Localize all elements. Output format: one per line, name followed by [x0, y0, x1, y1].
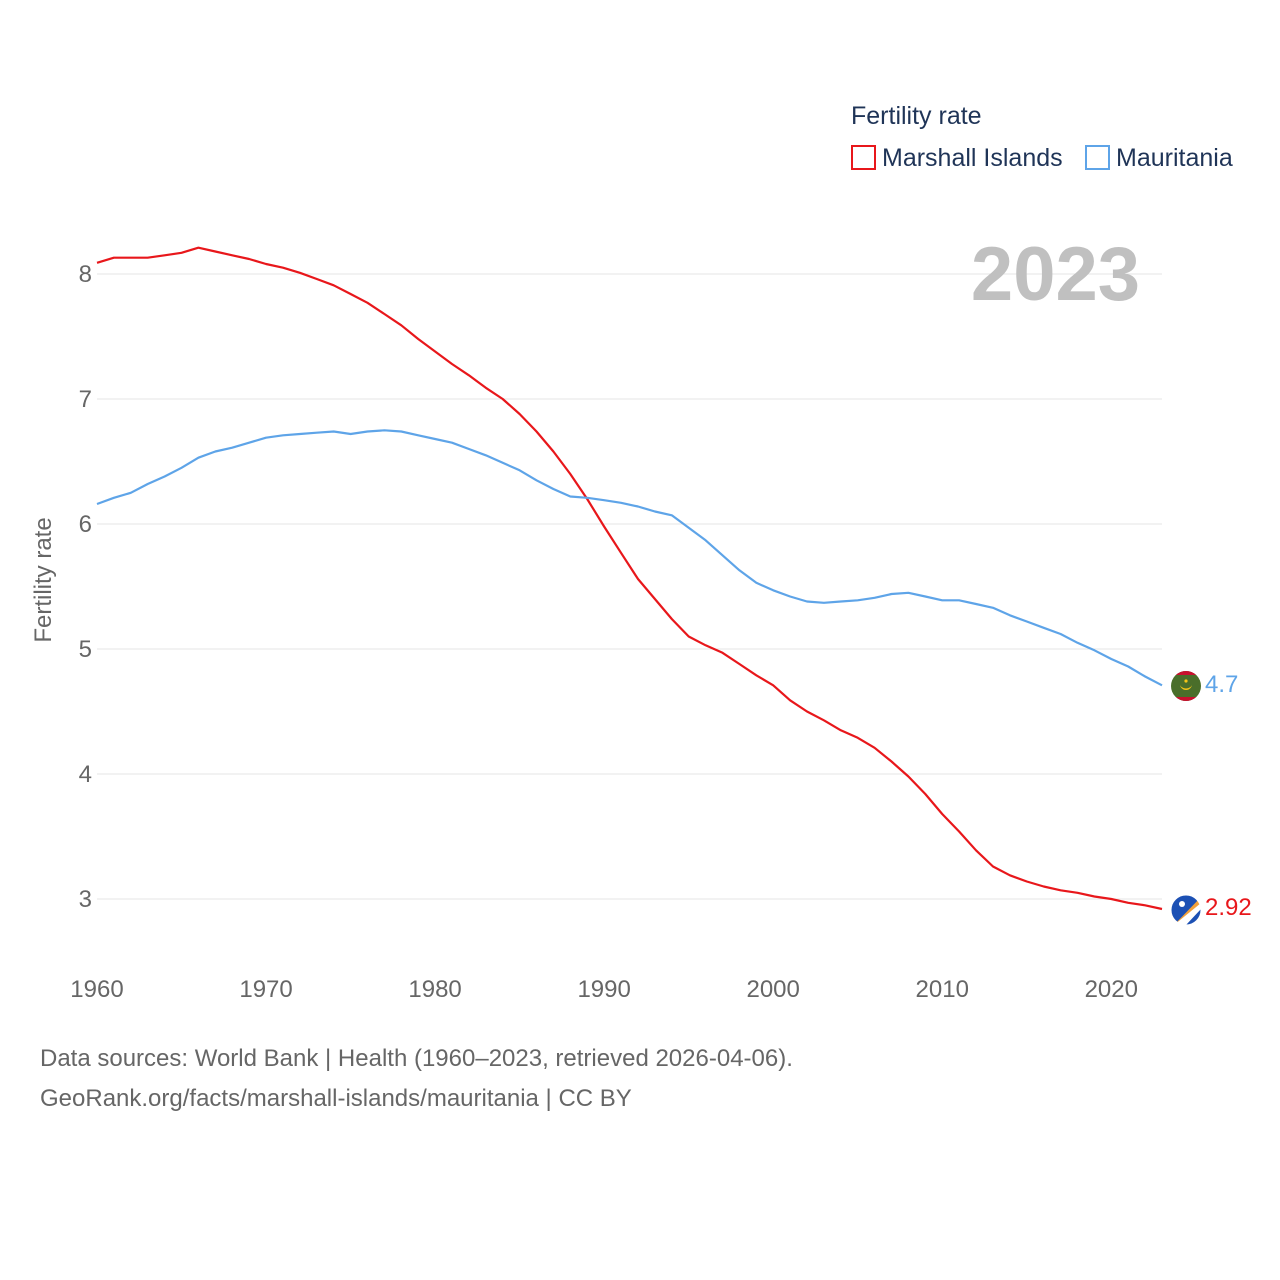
series-line-mauritania[interactable]: [96, 429, 1163, 687]
legend-item-marshall-islands[interactable]: Marshall Islands: [851, 144, 1063, 172]
x-tick-label: 1970: [239, 976, 292, 1003]
x-tick-label: 1960: [70, 976, 123, 1003]
y-axis-ticks: 3 4 5 6 7 8: [79, 261, 92, 913]
y-tick-label: 3: [79, 886, 92, 913]
footer-sources: Data sources: World Bank | Health (1960–…: [40, 1045, 793, 1072]
year-label: 2023: [971, 232, 1140, 317]
y-tick-label: 4: [79, 761, 92, 788]
gridlines: [97, 273, 1162, 900]
legend-label-marshall-islands: Marshall Islands: [882, 144, 1063, 172]
x-tick-label: 1990: [577, 976, 630, 1003]
y-tick-label: 7: [79, 386, 92, 413]
series-lines: [96, 246, 1163, 911]
marshall-islands-flag-icon: [1170, 894, 1202, 926]
x-axis-ticks: 1960 1970 1980 1990 2000 2010 2020: [70, 976, 1138, 1003]
series-line-marshall-islands[interactable]: [96, 246, 1163, 911]
x-tick-label: 2010: [916, 976, 969, 1003]
x-tick-label: 1980: [408, 976, 461, 1003]
y-axis-title: Fertility rate: [30, 517, 57, 642]
x-tick-label: 2000: [746, 976, 799, 1003]
y-tick-label: 6: [79, 511, 92, 538]
legend-label-mauritania: Mauritania: [1116, 144, 1233, 172]
x-tick-label: 2020: [1085, 976, 1138, 1003]
y-tick-label: 5: [79, 636, 92, 663]
end-value-label-mauritania: 4.7: [1205, 671, 1238, 698]
legend-title: Fertility rate: [851, 102, 982, 130]
fertility-rate-chart: Fertility rate Marshall Islands Mauritan…: [30, 102, 1252, 1003]
footer-credit: GeoRank.org/facts/marshall-islands/mauri…: [40, 1085, 632, 1112]
y-tick-label: 8: [79, 261, 92, 288]
legend-swatch-mauritania: [1085, 145, 1110, 170]
mauritania-flag-icon: [1171, 671, 1201, 701]
legend-swatch-marshall-islands: [851, 145, 876, 170]
legend-item-mauritania[interactable]: Mauritania: [1085, 144, 1233, 172]
end-value-label-marshall-islands: 2.92: [1205, 894, 1252, 921]
